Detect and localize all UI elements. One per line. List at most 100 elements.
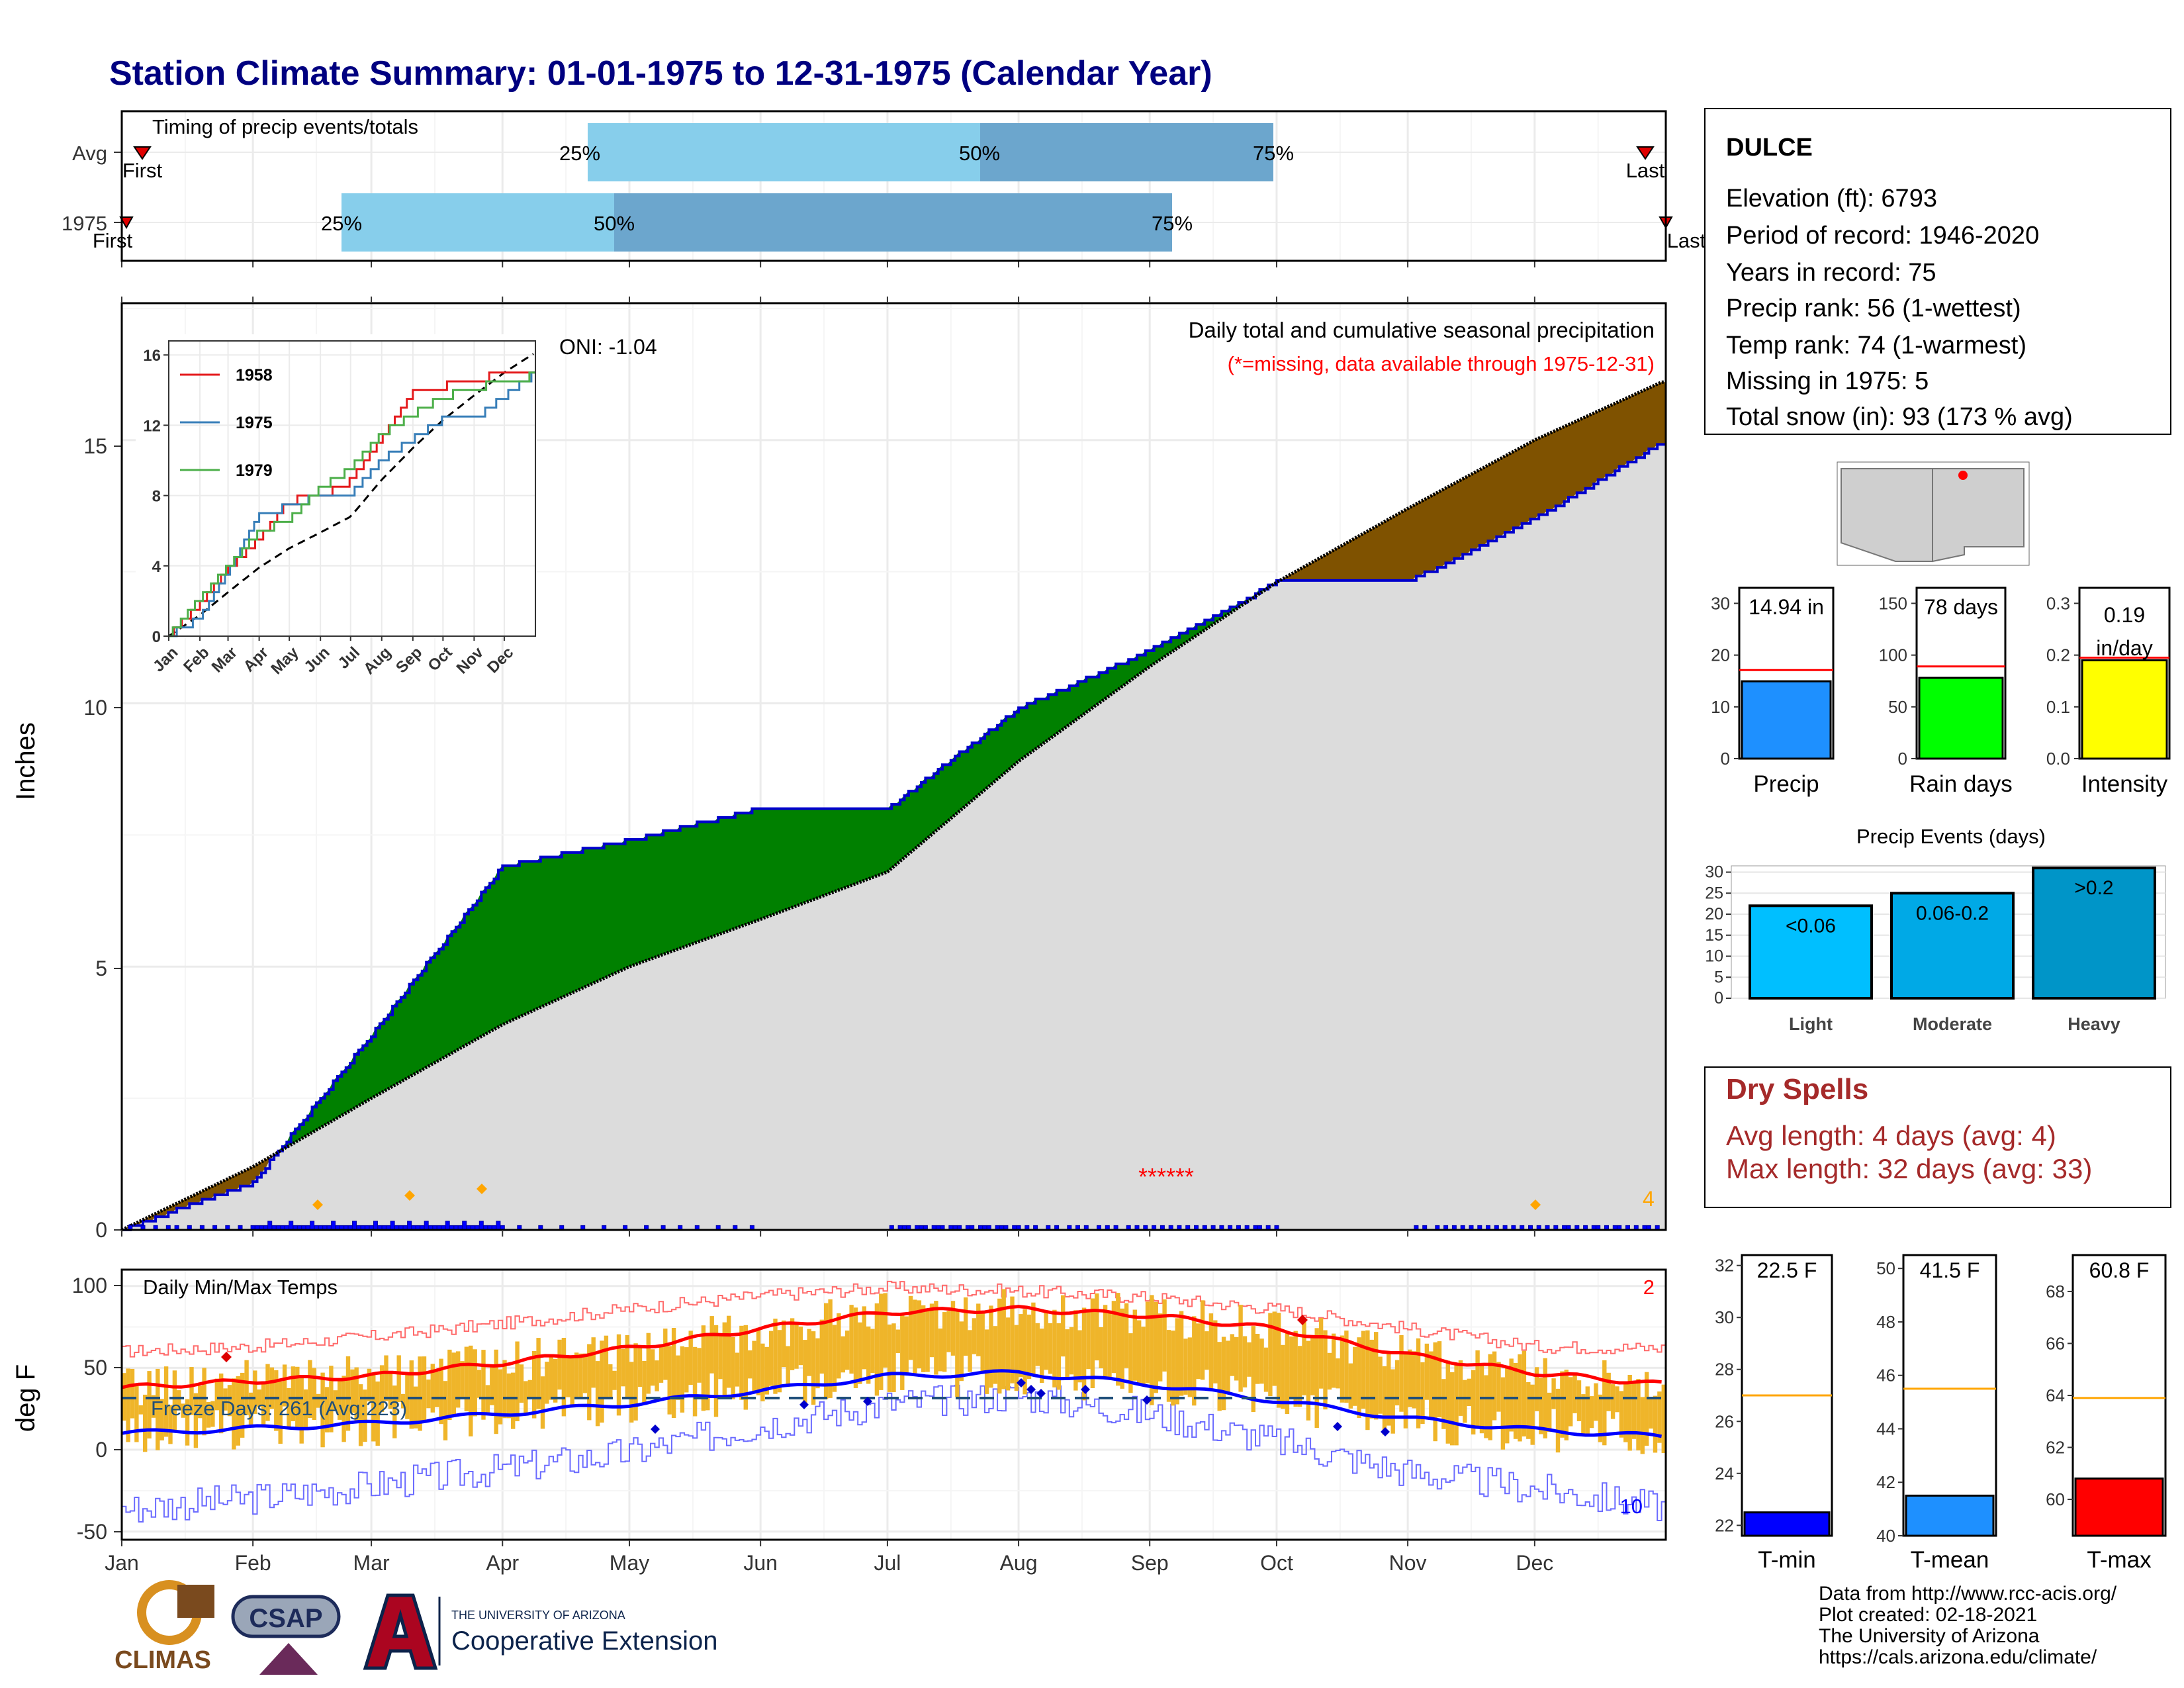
temp-daily-bar (506, 1373, 512, 1419)
temperature-summary-bars: 22 24 26 28 30 32 22.5 F T-min 40 42 44 46 48 50 41.5 … (1715, 1254, 2167, 1573)
summary-bar-fill (1741, 680, 1832, 760)
temp-daily-bar (1137, 1320, 1142, 1384)
summary-ytick-label: 100 (1879, 645, 1907, 665)
temp-daily-bar (553, 1358, 558, 1403)
temp-daily-bar (418, 1356, 422, 1431)
timing-1975-late-bar (614, 193, 1172, 252)
temp-daily-bar (1378, 1356, 1383, 1414)
timing-row-1975-label: 1975 (62, 212, 107, 235)
temp-daily-bar (1124, 1303, 1129, 1368)
temp-daily-bar (232, 1378, 236, 1450)
temp-daily-bar (147, 1371, 152, 1439)
precip-ytick-label: 10 (83, 696, 107, 720)
data-credits: Data from http://www.rcc-acis.org/ Plot … (1819, 1583, 2116, 1668)
daily-precip-bar (289, 1221, 294, 1231)
temp-daily-bar (1040, 1329, 1044, 1383)
temp-ytick-label: 100 (72, 1274, 107, 1297)
temp-daily-bar (964, 1297, 968, 1356)
ua-logo: THE UNIVERSITY OF ARIZONA Cooperative Ex… (363, 1593, 717, 1670)
temp-daily-bar (1035, 1323, 1040, 1366)
temp-daily-bar (363, 1389, 367, 1442)
temp-daily-bar (151, 1395, 156, 1418)
temp-x-axis: Jan Feb Mar Apr May Jun Jul Aug Sep Oct Nov Dec (105, 1540, 1553, 1575)
inset-month-label: Jul (335, 643, 364, 673)
temp-daily-bar (582, 1353, 588, 1393)
temp-daily-bar (1408, 1349, 1412, 1407)
dry-spells-title: Dry Spells (1726, 1073, 1868, 1105)
events-ytick-label: 20 (1705, 905, 1723, 923)
temp-daily-bar (1526, 1382, 1531, 1439)
timing-row-avg-label: Avg (72, 142, 107, 165)
temp-daily-bar (282, 1364, 287, 1407)
temp-daily-bar (1657, 1391, 1662, 1443)
temp-daily-bar (845, 1331, 850, 1370)
snow-marker (1530, 1199, 1541, 1210)
temp-daily-bar (1522, 1350, 1527, 1436)
temp-daily-bar (663, 1329, 668, 1380)
temp-daily-bar (354, 1367, 359, 1422)
precip-y-axis-label: Inches (11, 722, 40, 800)
temp-daily-bar (1450, 1372, 1455, 1446)
events-bar-range: >0.2 (2074, 877, 2113, 899)
events-bar-label: Light (1789, 1014, 1833, 1034)
temp-daily-bar (371, 1374, 376, 1442)
temp-daily-bar (435, 1372, 439, 1407)
temp-daily-bar (651, 1349, 655, 1386)
summary-ytick-label: 0 (1898, 749, 1907, 769)
temp-daily-bar (980, 1311, 985, 1373)
temp-daily-bar (1581, 1394, 1586, 1436)
daily-precip-bar (445, 1221, 450, 1231)
precip-panel-frame (120, 302, 1667, 1231)
timing-1975-first-label: First (93, 229, 133, 252)
temp-daily-bar (866, 1326, 871, 1384)
timing-avg-last-marker (1636, 146, 1655, 160)
climas-logo-block (177, 1585, 214, 1618)
timing-avg-late-bar (980, 123, 1273, 181)
inset-ytick-label: 8 (152, 488, 161, 506)
temp-panel: Daily Min/Max Temps Freeze Days: 261 (Av… (11, 1268, 1667, 1575)
temp-daily-bar (1281, 1344, 1285, 1409)
temp-daily-bar (198, 1385, 203, 1419)
temp-daily-bar (460, 1361, 465, 1398)
temp-summary-ytick-label: 62 (2046, 1438, 2065, 1458)
temp-daily-bar (379, 1365, 385, 1413)
temp-daily-bar (1569, 1377, 1573, 1427)
temp-daily-bar (1044, 1310, 1048, 1370)
temp-daily-bar (1026, 1314, 1032, 1379)
temp-daily-bar (959, 1321, 964, 1382)
station-missing: Missing in 1975: 5 (1726, 367, 1929, 395)
temp-daily-bar (1369, 1339, 1374, 1419)
temp-daily-bar (777, 1330, 782, 1393)
temp-daily-bar (498, 1369, 503, 1425)
temp-daily-bar (532, 1351, 537, 1419)
temp-daily-bar (1645, 1372, 1649, 1446)
temp-daily-bar (1196, 1323, 1201, 1380)
temp-daily-bar (324, 1387, 330, 1432)
timing-avg-early-bar (588, 123, 980, 181)
temp-daily-bar (849, 1305, 854, 1374)
temp-summary-ytick-label: 42 (1876, 1472, 1895, 1492)
temp-daily-bar (561, 1338, 567, 1417)
temp-daily-bar (1205, 1331, 1209, 1370)
temp-daily-bar (760, 1343, 765, 1401)
month-label: Mar (353, 1551, 390, 1575)
temp-daily-bar (549, 1356, 553, 1400)
temp-daily-bar (456, 1351, 461, 1408)
temp-daily-bar (659, 1346, 664, 1383)
ua-logo-big-text: Cooperative Extension (451, 1626, 717, 1656)
temp-daily-bar (752, 1340, 756, 1392)
temp-daily-bar (807, 1329, 811, 1376)
temp-daily-bar (1175, 1318, 1179, 1405)
temp-daily-bar (722, 1322, 727, 1395)
temp-daily-bar (1234, 1336, 1239, 1381)
temp-average-max-line (121, 1305, 1662, 1389)
events-bar (2032, 867, 2156, 1000)
temp-daily-bar (1086, 1311, 1091, 1370)
temp-daily-bar (832, 1325, 837, 1392)
temp-daily-bar (748, 1350, 752, 1379)
temp-daily-bar (1348, 1363, 1353, 1409)
temp-daily-bar (168, 1405, 173, 1444)
temp-daily-bar (1653, 1395, 1658, 1453)
temp-daily-bar (396, 1355, 401, 1402)
temp-daily-bar (177, 1390, 181, 1411)
